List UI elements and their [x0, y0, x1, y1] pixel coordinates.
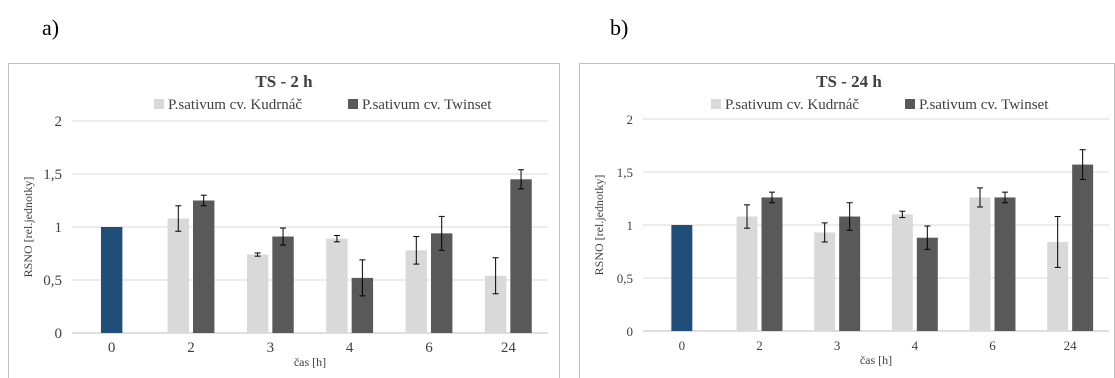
bar-series-2	[272, 236, 294, 333]
chart-title: TS - 2 h	[255, 72, 313, 91]
chart-ts-24h: TS - 24 h P.sativum cv. Kudrnáč P.sativum …	[579, 63, 1115, 378]
bar-baseline	[100, 227, 123, 333]
x-tick-label: 0	[679, 338, 686, 353]
bar-series-1	[484, 275, 507, 333]
bar-series-2	[193, 200, 215, 333]
y-axis-title: RSNO [rel.jednotky]	[21, 177, 35, 278]
x-tick-label: 2	[187, 340, 195, 356]
y-tick-label: 1	[55, 220, 63, 236]
bar-series-1	[969, 197, 991, 331]
y-tick-label: 0	[627, 324, 634, 339]
legend-label-1: P.sativum cv. Kudrnáč	[725, 97, 859, 113]
y-tick-label: 1,5	[617, 165, 633, 180]
bar-series-2	[839, 216, 861, 331]
chart-title: TS - 24 h	[816, 72, 882, 91]
bar-series-2	[994, 197, 1016, 331]
x-tick-label: 24	[1064, 338, 1078, 353]
x-tick-label: 3	[834, 338, 841, 353]
x-tick-label: 6	[425, 340, 433, 356]
panel-label-a: a)	[42, 15, 60, 40]
bar-series-2	[916, 237, 938, 331]
y-tick-label: 0	[55, 326, 63, 342]
legend-label-2: P.sativum cv. Twinset	[919, 97, 1049, 113]
legend-swatch-1	[711, 99, 721, 109]
bar-series-1	[326, 238, 348, 333]
legend-label-1: P.sativum cv. Kudrnáč	[168, 97, 302, 113]
y-tick-label: 2	[627, 112, 634, 127]
panel-label-b: b)	[610, 15, 629, 40]
legend-label-2: P.sativum cv. Twinset	[362, 97, 492, 113]
x-axis-title: čas [h]	[860, 353, 892, 367]
legend-swatch-1	[154, 99, 164, 109]
bar-series-1	[405, 250, 427, 333]
bar-series-2	[351, 277, 374, 333]
x-tick-label: 3	[267, 340, 275, 356]
x-tick-label: 4	[346, 340, 354, 356]
bar-series-2	[761, 197, 783, 331]
bar-series-1	[736, 216, 758, 331]
x-axis-title: čas [h]	[294, 355, 326, 369]
bar-series-2	[1072, 164, 1094, 331]
bar-series-2	[431, 233, 453, 333]
y-tick-label: 1,5	[43, 167, 62, 183]
bar-series-1	[246, 254, 269, 333]
x-tick-label: 24	[501, 340, 517, 356]
y-tick-label: 0,5	[43, 273, 62, 289]
y-tick-label: 1	[627, 218, 634, 233]
legend-swatch-2	[905, 99, 916, 109]
bar-series-1	[891, 214, 913, 331]
x-tick-label: 2	[756, 338, 763, 353]
x-tick-label: 0	[108, 340, 116, 356]
legend-swatch-2	[348, 99, 359, 109]
y-axis-title: RSNO [rel.jednotky]	[592, 175, 606, 276]
x-tick-label: 4	[912, 338, 919, 353]
bar-baseline	[671, 225, 693, 331]
bar-series-2	[510, 179, 532, 333]
x-tick-label: 6	[989, 338, 996, 353]
bar-series-1	[814, 232, 836, 331]
y-tick-label: 2	[55, 114, 63, 130]
chart-ts-2h: TS - 2 h P.sativum cv. Kudrnáč P.sativum c…	[8, 63, 560, 378]
bar-series-1	[1047, 241, 1069, 331]
bar-series-1	[167, 218, 189, 333]
y-tick-label: 0,5	[617, 271, 633, 286]
